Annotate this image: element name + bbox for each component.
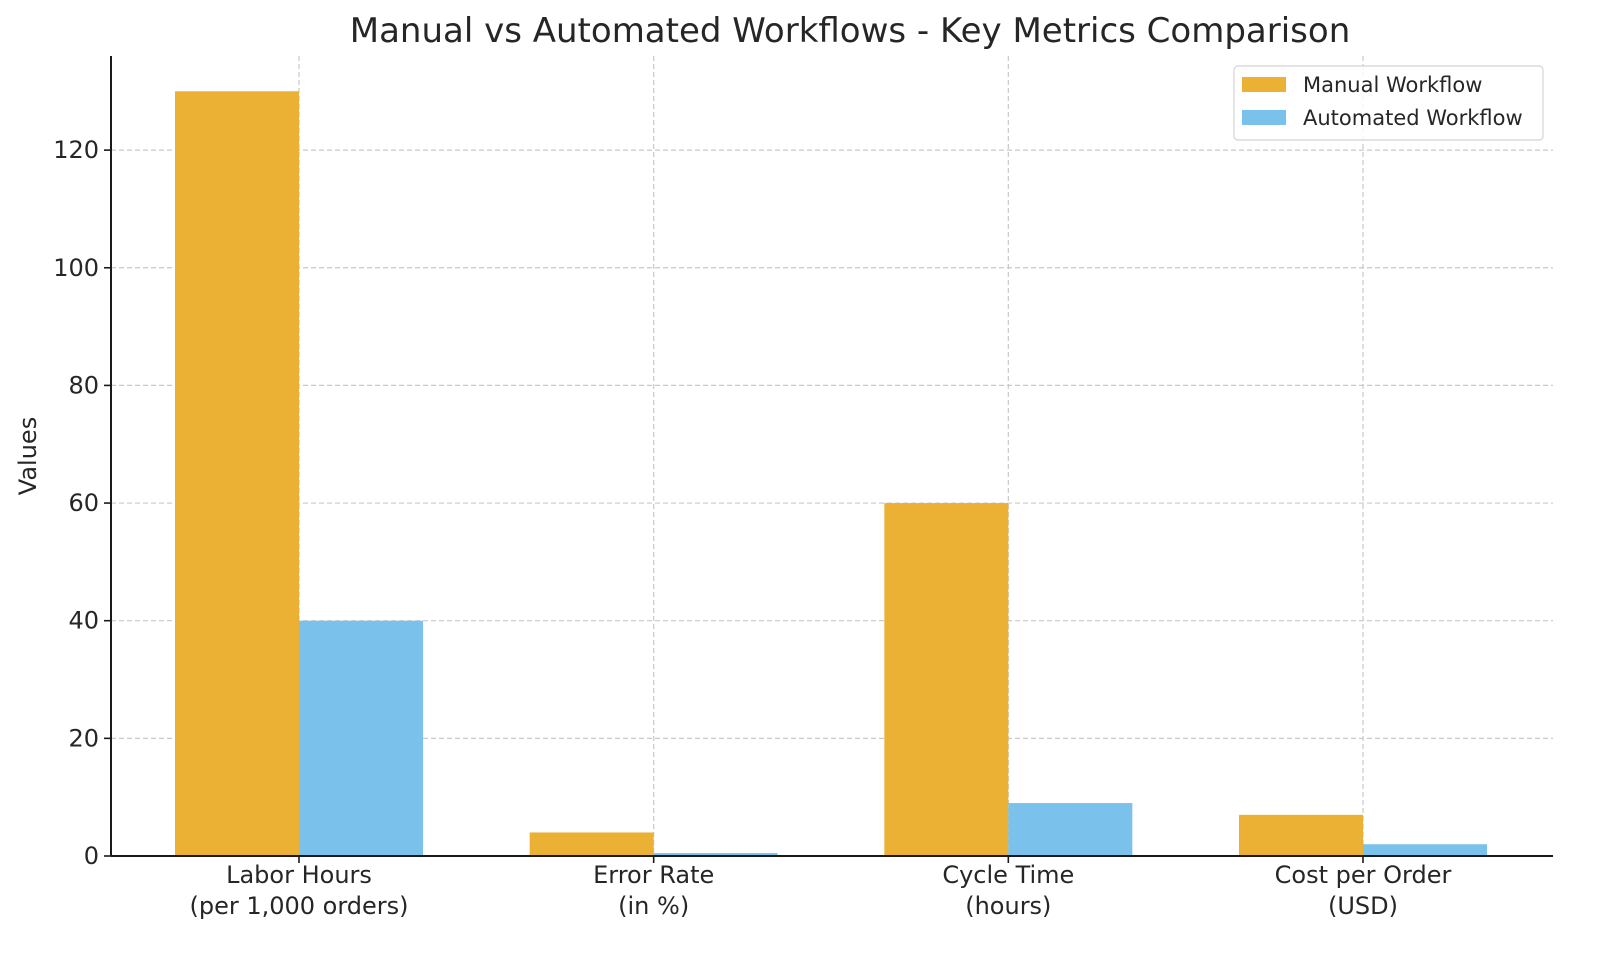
bar-manual-3 <box>1239 814 1363 856</box>
legend-swatch-manual <box>1242 77 1286 92</box>
legend-label-manual: Manual Workflow <box>1303 73 1482 97</box>
x-tick-label: (USD) <box>1328 892 1398 920</box>
bar-manual-0 <box>175 91 299 856</box>
y-tick-labels: 0 20 40 60 80 100 120 <box>53 136 99 870</box>
y-tick-label: 40 <box>68 607 99 635</box>
y-tick-label: 0 <box>84 842 99 870</box>
bar-automated-3 <box>1363 844 1487 856</box>
bars <box>175 91 1487 856</box>
x-tick-label: Error Rate <box>593 861 714 889</box>
legend-frame <box>1233 65 1544 141</box>
y-tick-label: 120 <box>53 136 99 164</box>
x-tick-label: Labor Hours <box>226 861 372 889</box>
y-tick-label: 20 <box>68 724 99 752</box>
legend: Manual Workflow Automated Workflow <box>1233 65 1544 141</box>
x-tick-label: (in %) <box>618 892 689 920</box>
x-tick-labels: Labor Hours (per 1,000 orders) Error Rate (… <box>189 861 1451 920</box>
chart-title: Manual vs Automated Workflows - Key Metr… <box>350 11 1351 51</box>
y-axis-label: Values <box>14 417 42 495</box>
axes <box>104 56 1553 863</box>
legend-swatch-automated <box>1242 110 1286 125</box>
bar-automated-0 <box>299 620 423 856</box>
y-tick-label: 100 <box>53 254 99 282</box>
bar-automated-2 <box>1008 803 1133 856</box>
x-tick-label: (hours) <box>965 892 1051 920</box>
x-tick-label: (per 1,000 orders) <box>189 892 408 920</box>
x-tick-label: Cycle Time <box>942 861 1074 889</box>
bar-manual-2 <box>884 503 1009 856</box>
bar-automated-1 <box>653 853 778 856</box>
y-tick-label: 60 <box>68 489 99 517</box>
y-tick-label: 80 <box>68 371 99 399</box>
bar-manual-1 <box>529 832 654 856</box>
legend-label-automated: Automated Workflow <box>1303 106 1523 130</box>
x-tick-label: Cost per Order <box>1275 861 1452 889</box>
